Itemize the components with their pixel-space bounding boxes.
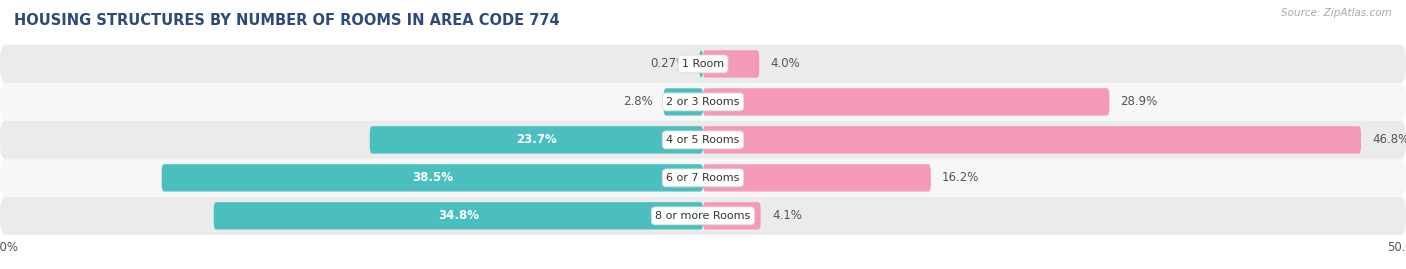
- FancyBboxPatch shape: [0, 197, 1406, 235]
- FancyBboxPatch shape: [699, 50, 703, 77]
- Text: Source: ZipAtlas.com: Source: ZipAtlas.com: [1281, 8, 1392, 18]
- FancyBboxPatch shape: [162, 164, 703, 192]
- FancyBboxPatch shape: [0, 45, 1406, 83]
- FancyBboxPatch shape: [370, 126, 703, 154]
- FancyBboxPatch shape: [0, 83, 1406, 121]
- FancyBboxPatch shape: [703, 88, 1109, 116]
- Text: 0.27%: 0.27%: [651, 57, 688, 70]
- Text: 6 or 7 Rooms: 6 or 7 Rooms: [666, 173, 740, 183]
- Text: 4.0%: 4.0%: [770, 57, 800, 70]
- Text: 16.2%: 16.2%: [942, 171, 980, 184]
- FancyBboxPatch shape: [664, 88, 703, 116]
- FancyBboxPatch shape: [0, 121, 1406, 159]
- Text: 8 or more Rooms: 8 or more Rooms: [655, 211, 751, 221]
- FancyBboxPatch shape: [214, 202, 703, 229]
- Text: 1 Room: 1 Room: [682, 59, 724, 69]
- Text: 4 or 5 Rooms: 4 or 5 Rooms: [666, 135, 740, 145]
- Text: 46.8%: 46.8%: [1372, 133, 1406, 146]
- FancyBboxPatch shape: [703, 50, 759, 77]
- Text: 34.8%: 34.8%: [437, 209, 479, 222]
- Text: 4.1%: 4.1%: [772, 209, 801, 222]
- Text: 28.9%: 28.9%: [1121, 95, 1157, 108]
- Text: HOUSING STRUCTURES BY NUMBER OF ROOMS IN AREA CODE 774: HOUSING STRUCTURES BY NUMBER OF ROOMS IN…: [14, 13, 560, 29]
- Text: 2.8%: 2.8%: [623, 95, 652, 108]
- FancyBboxPatch shape: [703, 126, 1361, 154]
- Text: 2 or 3 Rooms: 2 or 3 Rooms: [666, 97, 740, 107]
- FancyBboxPatch shape: [0, 159, 1406, 197]
- FancyBboxPatch shape: [703, 164, 931, 192]
- Text: 23.7%: 23.7%: [516, 133, 557, 146]
- Text: 38.5%: 38.5%: [412, 171, 453, 184]
- FancyBboxPatch shape: [703, 202, 761, 229]
